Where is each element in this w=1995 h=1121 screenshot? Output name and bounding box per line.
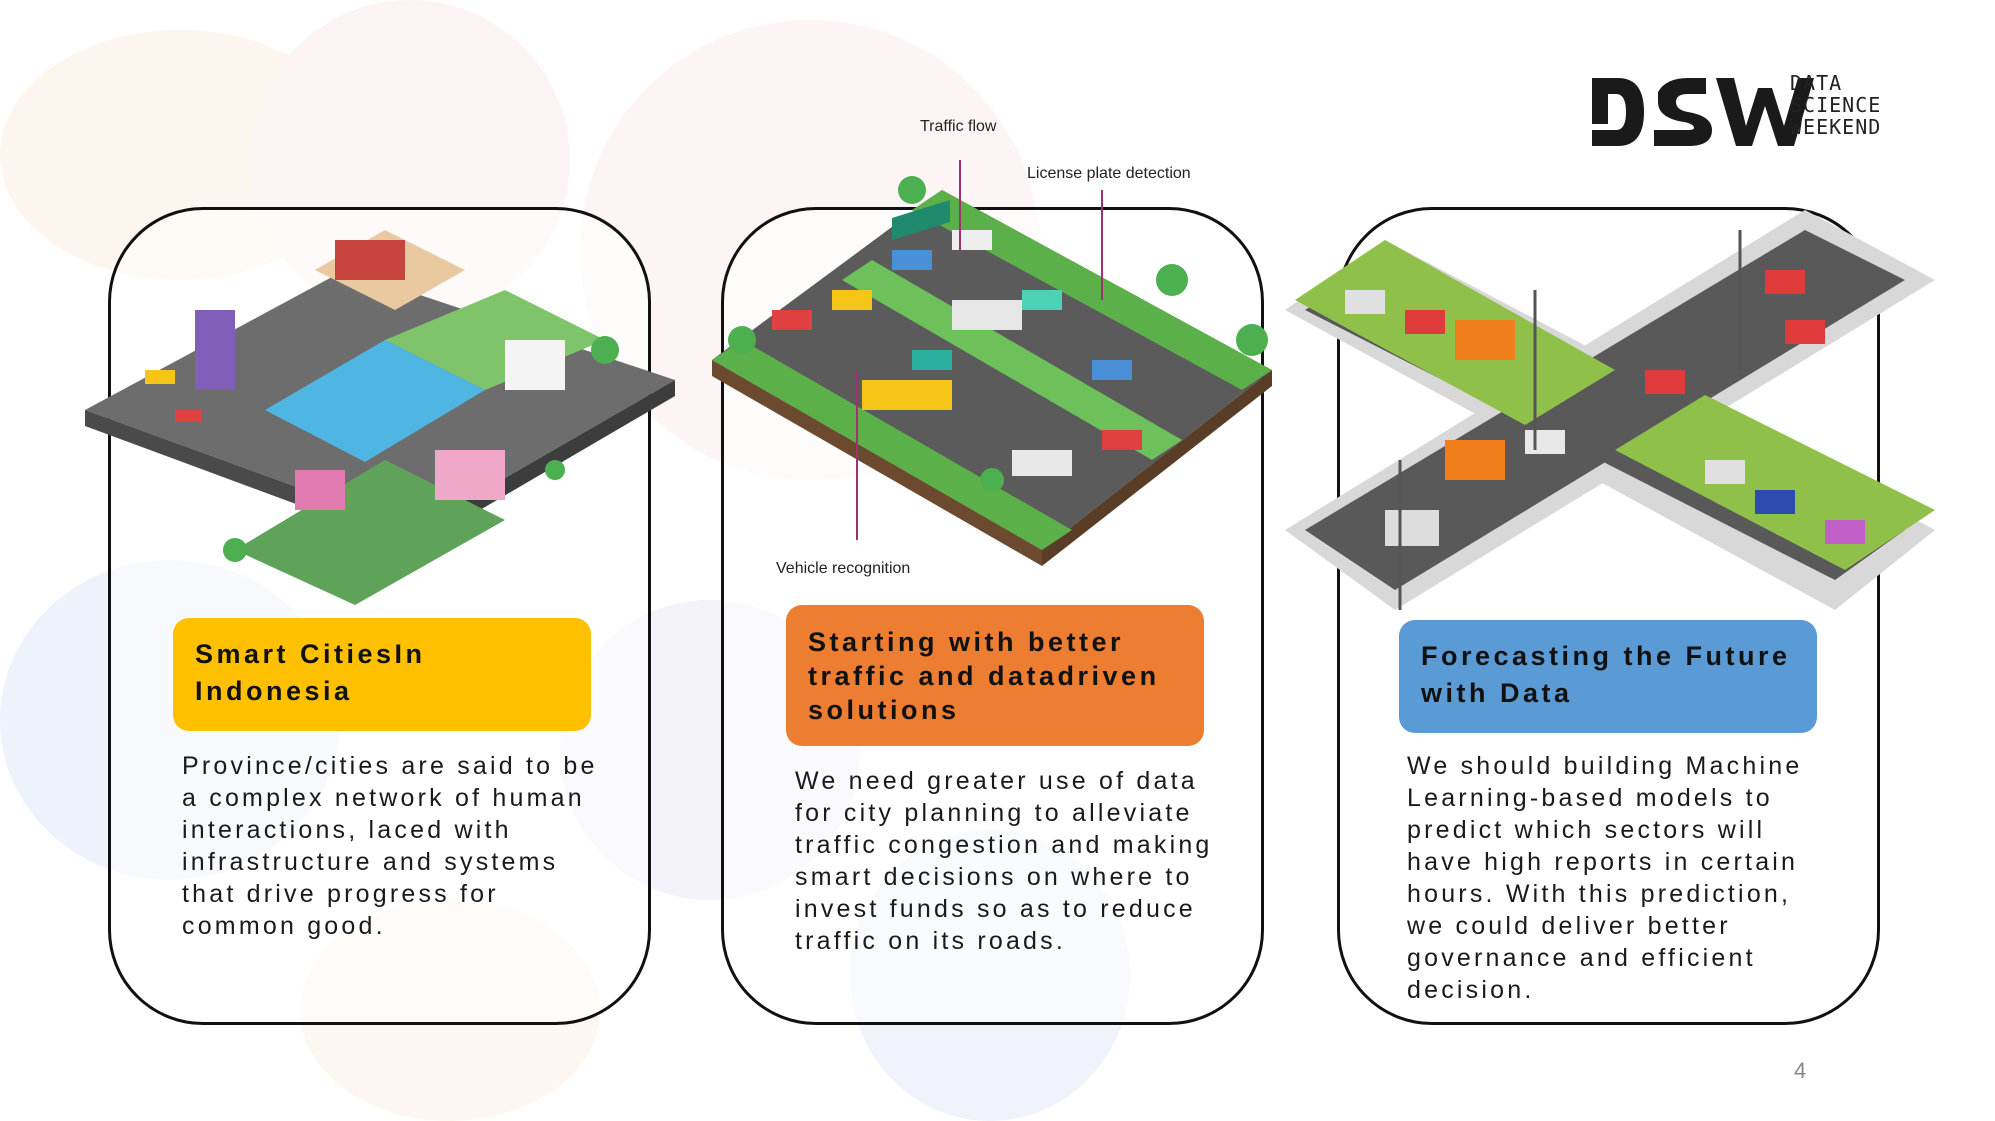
callout-license-plate: License plate detection	[1027, 165, 1191, 182]
intersection-icon	[1285, 210, 1935, 610]
card-title-box: Smart CitiesIn Indonesia	[173, 618, 591, 731]
logo-line: WEEKEND	[1790, 115, 1882, 139]
card-title: Starting with better traffic and datadri…	[808, 627, 1160, 725]
page-number: 4	[1794, 1058, 1807, 1083]
card-body-text: We need greater use of data for city pla…	[795, 767, 1213, 955]
card-title-box: Starting with better traffic and datadri…	[786, 605, 1204, 746]
card-body-text: We should building Machine Learning-base…	[1407, 752, 1803, 1004]
logo-subtitle: DATA SCIENCE WEEKEND	[1790, 72, 1881, 138]
callout-vehicle-recognition: Vehicle recognition	[776, 560, 911, 577]
card-title-box: Forecasting the Future with Data	[1399, 620, 1817, 733]
isometric-smart-city-icon	[85, 230, 675, 605]
logo-line: DATA	[1790, 71, 1843, 95]
dsw-logo	[1592, 78, 1814, 146]
card-title: Smart CitiesIn Indonesia	[195, 639, 426, 706]
callout-traffic-flow: Traffic flow	[920, 118, 997, 135]
card-body-text: Province/cities are said to be a complex…	[182, 752, 598, 940]
logo-line: SCIENCE	[1790, 93, 1882, 117]
traffic-highway-icon	[712, 160, 1272, 566]
card-title: Forecasting the Future with Data	[1421, 641, 1791, 708]
